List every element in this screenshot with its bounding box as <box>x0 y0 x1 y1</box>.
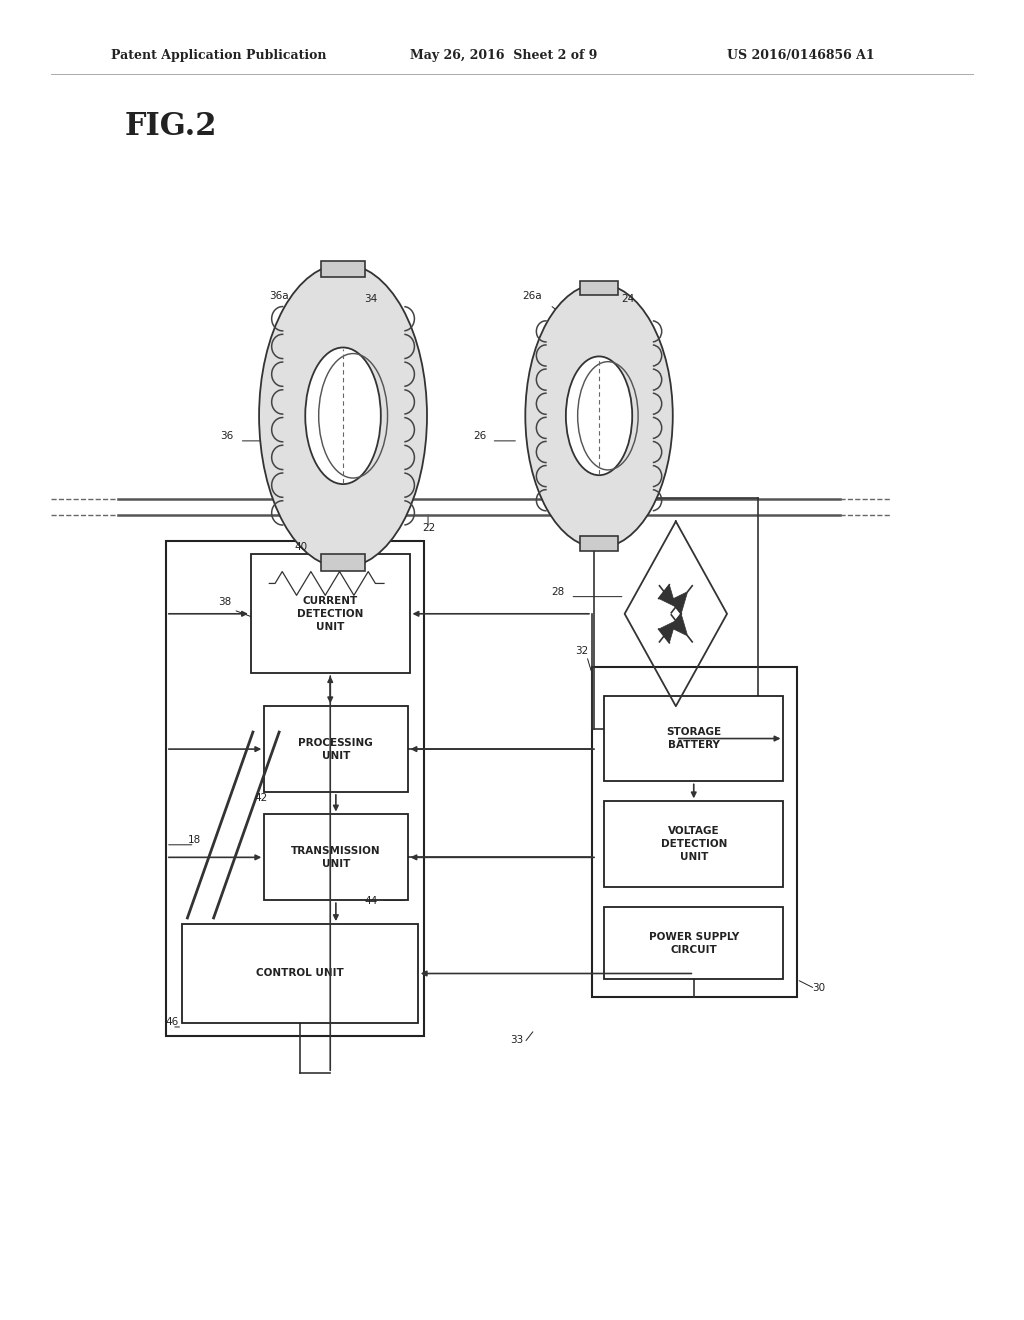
Text: US 2016/0146856 A1: US 2016/0146856 A1 <box>727 49 874 62</box>
Ellipse shape <box>305 347 381 484</box>
Text: TRANSMISSION
UNIT: TRANSMISSION UNIT <box>291 846 381 869</box>
Text: 44: 44 <box>365 895 378 906</box>
Text: 24: 24 <box>622 293 635 304</box>
Bar <box>322 554 365 572</box>
Text: 46: 46 <box>166 1016 179 1027</box>
Text: PROCESSING
UNIT: PROCESSING UNIT <box>299 738 373 760</box>
Text: FIG.2: FIG.2 <box>125 111 217 141</box>
Text: 33: 33 <box>510 1035 523 1045</box>
Text: 26a: 26a <box>522 290 542 301</box>
Text: CONTROL UNIT: CONTROL UNIT <box>256 969 344 978</box>
Bar <box>264 814 408 900</box>
Ellipse shape <box>566 356 632 475</box>
Bar <box>264 706 408 792</box>
Text: 26: 26 <box>473 430 486 441</box>
Text: STORAGE
BATTERY: STORAGE BATTERY <box>667 727 721 750</box>
Text: May 26, 2016  Sheet 2 of 9: May 26, 2016 Sheet 2 of 9 <box>410 49 597 62</box>
Text: 42: 42 <box>254 792 267 803</box>
Text: 32: 32 <box>575 645 589 656</box>
Polygon shape <box>658 585 676 607</box>
Polygon shape <box>671 591 688 614</box>
Bar <box>322 260 365 277</box>
Text: Patent Application Publication: Patent Application Publication <box>111 49 326 62</box>
Bar <box>592 667 797 997</box>
Ellipse shape <box>525 284 673 548</box>
Text: 18: 18 <box>187 834 201 845</box>
Bar <box>580 281 618 296</box>
Text: VOLTAGE
DETECTION
UNIT: VOLTAGE DETECTION UNIT <box>660 826 727 862</box>
Bar <box>182 924 418 1023</box>
Bar <box>580 536 618 550</box>
Polygon shape <box>671 614 688 636</box>
Ellipse shape <box>259 264 427 568</box>
Text: POWER SUPPLY
CIRCUIT: POWER SUPPLY CIRCUIT <box>648 932 739 954</box>
Polygon shape <box>658 620 676 643</box>
Text: 28: 28 <box>551 586 564 597</box>
Text: 40: 40 <box>295 541 308 552</box>
Text: 34: 34 <box>365 293 378 304</box>
Text: 22: 22 <box>422 523 435 533</box>
Bar <box>166 541 424 1036</box>
Text: CURRENT
DETECTION
UNIT: CURRENT DETECTION UNIT <box>297 595 364 632</box>
Text: 36a: 36a <box>269 290 289 301</box>
Bar <box>604 907 783 979</box>
Bar <box>604 696 783 781</box>
Bar <box>604 801 783 887</box>
Text: 36: 36 <box>220 430 233 441</box>
Text: 30: 30 <box>812 982 825 993</box>
Bar <box>251 554 410 673</box>
Text: 38: 38 <box>218 597 231 607</box>
